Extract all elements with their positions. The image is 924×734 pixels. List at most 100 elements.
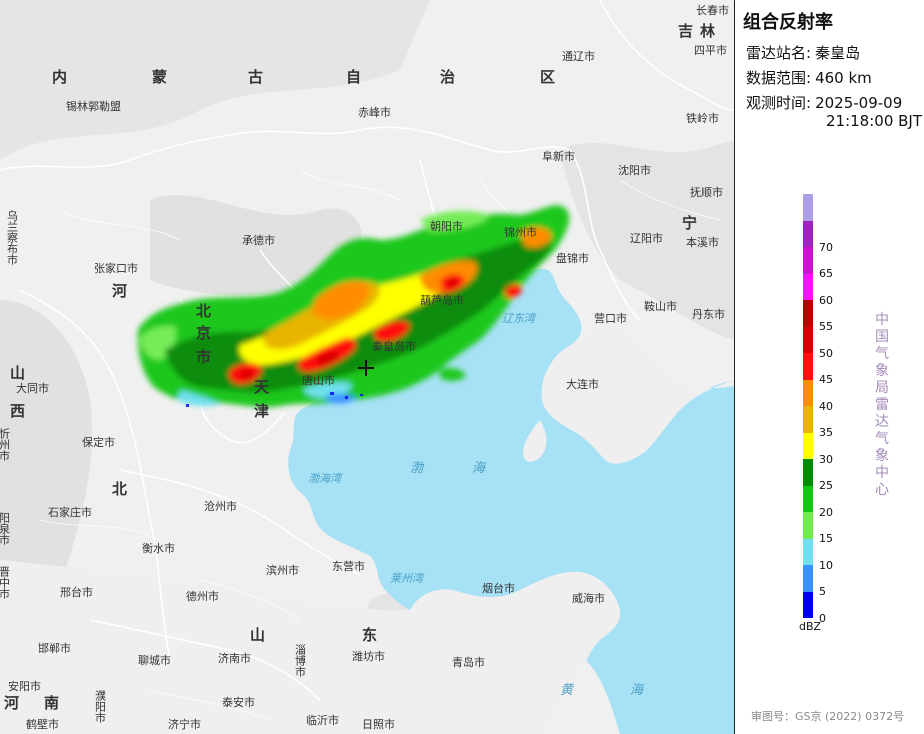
- province-label: 津: [254, 402, 269, 420]
- province-label: 河: [4, 694, 19, 712]
- city-label: 青岛市: [452, 655, 485, 669]
- legend-swatch: [803, 432, 813, 459]
- province-label: 内: [52, 68, 67, 86]
- info-panel: 组合反射率 雷达站名: 秦皇岛 数据范围: 460 km 观测时间: 2025-09-…: [734, 0, 924, 734]
- city-label: 阳泉市: [0, 512, 11, 546]
- legend-tick-label: 20: [819, 505, 833, 519]
- sea-labels: 渤 海 渤海湾 辽东湾 莱州湾 黄 海: [308, 312, 645, 698]
- province-label: 京: [196, 324, 211, 342]
- legend-swatch: [803, 300, 813, 327]
- province-label: 治: [440, 68, 455, 86]
- range-value: 460 km: [815, 69, 872, 87]
- city-label: 唐山市: [302, 373, 335, 387]
- time-row: 观测时间: 2025-09-09: [746, 92, 902, 113]
- station-label: 雷达站名:: [746, 44, 812, 62]
- city-label: 本溪市: [686, 235, 719, 249]
- city-label: 临沂市: [306, 713, 339, 727]
- legend-tick-label: 5: [819, 585, 826, 598]
- city-label: 德州市: [186, 589, 219, 603]
- city-label: 乌兰察布市: [6, 209, 19, 266]
- sea-label: 渤海湾: [308, 472, 343, 485]
- city-label: 秦皇岛市: [372, 339, 416, 353]
- city-label: 石家庄市: [48, 505, 92, 519]
- city-label: 大连市: [566, 377, 599, 391]
- station-row: 雷达站名: 秦皇岛: [746, 42, 860, 63]
- city-label: 抚顺市: [690, 185, 723, 199]
- approval-number: 审图号：GS京 (2022) 0372号: [751, 710, 905, 723]
- legend-swatch: [803, 379, 813, 406]
- radar-map[interactable]: 渤 海 渤海湾 辽东湾 莱州湾 黄 海 内 蒙 古 自 治 区 吉 林 宁 北 …: [0, 0, 734, 734]
- city-label: 泰安市: [222, 695, 255, 709]
- city-label: 滨州市: [266, 563, 299, 577]
- province-label: 蒙: [152, 68, 167, 86]
- province-label: 市: [196, 348, 211, 366]
- province-label: 宁: [682, 214, 697, 232]
- city-label: 安阳市: [8, 679, 41, 693]
- legend-unit: dBZ: [799, 620, 822, 633]
- legend-swatch: [803, 247, 813, 274]
- sea-label: 黄: [560, 683, 575, 698]
- province-label: 山: [10, 364, 25, 382]
- city-label: 衡水市: [142, 541, 175, 555]
- city-label: 通辽市: [562, 49, 595, 63]
- time-label: 观测时间:: [746, 94, 812, 112]
- city-label: 保定市: [82, 435, 115, 449]
- sea-label: 海: [472, 461, 487, 476]
- legend-tick-label: 50: [819, 346, 833, 360]
- city-label: 邯郸市: [38, 641, 71, 655]
- city-label: 淄博市: [294, 644, 307, 678]
- city-label: 晋中市: [0, 566, 11, 600]
- city-label: 锡林郭勒盟: [66, 99, 121, 113]
- legend-tick-label: 70: [819, 240, 833, 254]
- city-label: 烟台市: [482, 581, 515, 595]
- province-label: 自: [346, 68, 361, 86]
- province-label: 林: [700, 22, 716, 40]
- map-canvas: 渤 海 渤海湾 辽东湾 莱州湾 黄 海 内 蒙 古 自 治 区 吉 林 宁 北 …: [0, 0, 734, 734]
- city-label: 承德市: [242, 233, 275, 247]
- city-label: 邢台市: [60, 585, 93, 599]
- legend-tick-label: 35: [819, 426, 833, 439]
- city-label: 张家口市: [94, 261, 138, 275]
- city-label: 葫芦岛市: [420, 293, 464, 307]
- city-label: 盘锦市: [556, 251, 589, 265]
- city-label: 鞍山市: [644, 299, 677, 313]
- province-label: 北: [112, 480, 127, 498]
- city-label: 潍坊市: [352, 649, 385, 663]
- legend-tick-label: 45: [819, 373, 833, 386]
- legend-swatch: [803, 326, 813, 353]
- sea-label: 渤: [410, 461, 425, 476]
- province-label: 区: [540, 68, 555, 86]
- province-label: 吉: [678, 22, 693, 40]
- city-label: 东营市: [332, 559, 365, 573]
- legend-swatch: [803, 273, 813, 300]
- range-label: 数据范围:: [746, 69, 812, 87]
- legend-swatch: [803, 194, 813, 221]
- city-label: 长春市: [696, 3, 729, 17]
- province-label: 西: [10, 402, 25, 420]
- province-label: 南: [44, 694, 59, 712]
- city-label: 沧州市: [204, 499, 237, 513]
- sea-label: 辽东湾: [502, 312, 537, 325]
- city-label: 四平市: [694, 43, 727, 57]
- sea-label: 海: [630, 683, 645, 698]
- legend-swatch: [803, 220, 813, 247]
- province-label: 山: [250, 626, 265, 644]
- legend-tick-label: 25: [819, 479, 833, 492]
- city-label: 济南市: [218, 651, 251, 665]
- city-label: 丹东市: [692, 307, 725, 321]
- sea-label: 莱州湾: [390, 572, 425, 585]
- legend-tick-label: 40: [819, 399, 833, 413]
- agency-vertical-text: 中国气象局雷达气象中心: [875, 312, 889, 498]
- legend-swatch: [803, 485, 813, 512]
- radar-site-marker: [358, 360, 374, 376]
- city-label: 赤峰市: [358, 105, 391, 119]
- city-label: 忻州市: [0, 428, 11, 462]
- city-label: 日照市: [362, 717, 395, 731]
- city-label: 锦州市: [504, 225, 537, 239]
- legend-swatch: [803, 538, 813, 565]
- legend-tick-label: 10: [819, 558, 833, 572]
- city-label: 朝阳市: [430, 219, 463, 233]
- range-row: 数据范围: 460 km: [746, 67, 872, 88]
- legend-swatch: [803, 591, 813, 618]
